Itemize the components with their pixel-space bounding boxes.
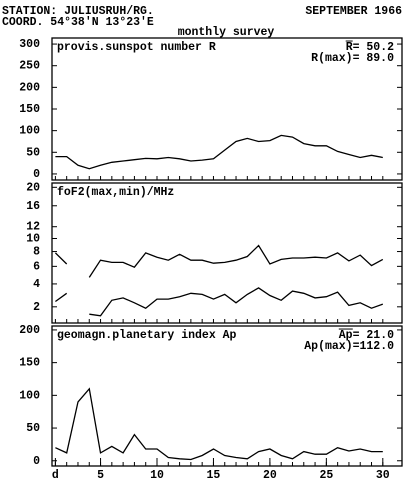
- y-tick-label: 0: [33, 168, 40, 181]
- y-tick-label: 4: [33, 278, 40, 291]
- y-tick-label: 100: [19, 389, 40, 402]
- data-line: [54, 244, 384, 278]
- y-tick-label: 0: [33, 455, 40, 468]
- annotation: R(max)= 89.0: [311, 52, 394, 65]
- x-tick-label: 5: [97, 469, 104, 480]
- coord: COORD. 54°38'N 13°23'E: [2, 16, 154, 29]
- subtitle: monthly survey: [178, 26, 275, 39]
- y-tick-label: 200: [19, 81, 40, 94]
- y-tick-label: 6: [33, 260, 40, 273]
- x-tick-label: 30: [376, 469, 390, 480]
- data-line: [55, 134, 383, 170]
- annotation: Ap(max)=112.0: [304, 340, 394, 353]
- y-tick-label: 250: [19, 60, 40, 73]
- panel-title: provis.sunspot number R: [57, 41, 216, 54]
- data-line: [55, 287, 384, 317]
- y-tick-label: 200: [19, 324, 40, 337]
- y-tick-label: 8: [33, 246, 40, 259]
- x-tick-label: 10: [150, 469, 164, 480]
- panel-frame: [51, 182, 403, 324]
- station: STATION: JULIUSRUH/RG.: [2, 5, 154, 18]
- date: SEPTEMBER 1966: [305, 5, 402, 18]
- y-tick-label: 12: [26, 221, 40, 234]
- panel-frame: [51, 325, 403, 467]
- y-tick-label: 20: [26, 181, 40, 194]
- x-tick-label: 20: [263, 469, 277, 480]
- data-line: [55, 387, 383, 461]
- annotation: R= 50.2: [346, 41, 394, 54]
- y-tick-label: 300: [19, 38, 40, 51]
- y-tick-label: 150: [19, 103, 40, 116]
- annotation: Ap= 21.0: [339, 329, 394, 342]
- y-tick-label: 16: [26, 200, 40, 213]
- y-tick-label: 100: [19, 125, 40, 138]
- y-tick-label: 150: [19, 357, 40, 370]
- y-tick-label: 50: [26, 146, 40, 159]
- panel-title: foF2(max,min)/MHz: [57, 186, 174, 199]
- y-tick-label: 10: [26, 233, 40, 246]
- panel-title: geomagn.planetary index Ap: [57, 329, 237, 342]
- x-tick-label: 25: [319, 469, 333, 480]
- x-tick-label: d: [52, 469, 59, 480]
- x-tick-label: 15: [207, 469, 221, 480]
- y-tick-label: 50: [26, 422, 40, 435]
- y-tick-label: 2: [33, 301, 40, 314]
